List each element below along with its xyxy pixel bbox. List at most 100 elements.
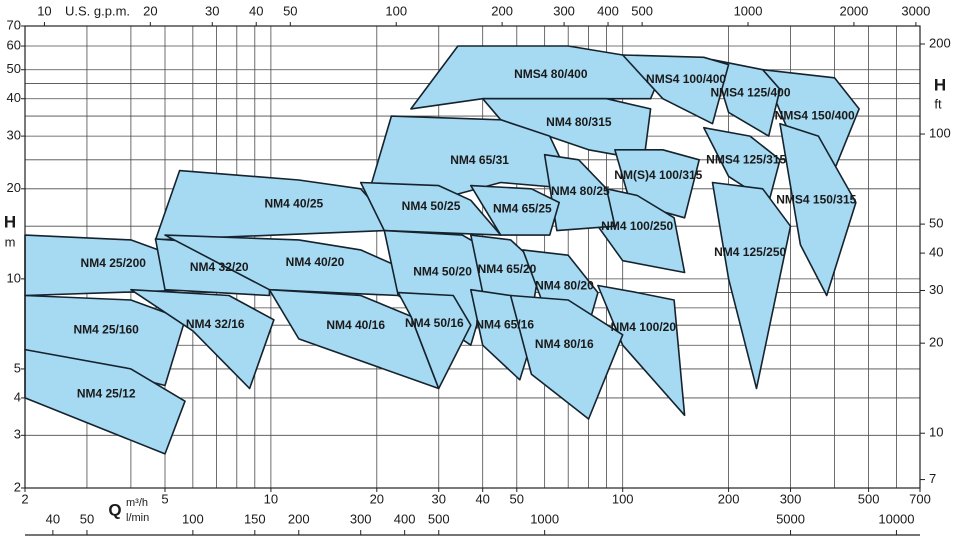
- region-label: NMS4 100/400: [646, 72, 726, 86]
- x2-tick-label: 5000: [776, 511, 805, 526]
- y-tick-label: 40: [7, 90, 21, 105]
- y2-tick-label: 10: [929, 425, 943, 440]
- x2-tick-label: 100: [182, 511, 204, 526]
- axes: 2 5 10 20 30 40 50 100 200 300 500 700 2 3 4 5 10 20 30 40 5…: [7, 3, 951, 535]
- y-tick-label: 30: [7, 128, 21, 143]
- region-label: NMS4 125/400: [710, 86, 790, 100]
- y-tick-label: 5: [14, 360, 21, 375]
- y-tick-label: 60: [7, 37, 21, 52]
- top-tick-label: 400: [597, 3, 619, 18]
- x2-tick-label: 40: [46, 511, 60, 526]
- region-label: NMS4 125/315: [706, 153, 786, 167]
- y2-tick-label: 7: [929, 471, 936, 486]
- y-tick-label: 2: [14, 479, 21, 494]
- pump-region: [711, 181, 792, 390]
- pump-region: [703, 126, 781, 204]
- region-label: NM4 80/315: [546, 115, 612, 129]
- y-tick-label: 4: [14, 389, 21, 404]
- region-label: NMS4 150/400: [775, 108, 855, 122]
- y-tick-label: 20: [7, 180, 21, 195]
- region-label: NM4 80/25: [551, 184, 610, 198]
- region-label: NM4 50/20: [413, 264, 472, 278]
- x-tick-label: 20: [370, 491, 384, 506]
- top-tick-label: 2000: [839, 3, 868, 18]
- x-tick-label: 500: [858, 491, 880, 506]
- plot-frame: [24, 25, 921, 489]
- y2-tick-label: 100: [929, 125, 951, 140]
- region-label: NM4 65/20: [478, 262, 537, 276]
- top-tick-label: 500: [631, 3, 653, 18]
- top-axis-unit: U.S. g.p.m.: [65, 3, 130, 18]
- regions: [24, 45, 860, 455]
- top-tick-label: 100: [385, 3, 407, 18]
- x2-tick-label: 150: [244, 511, 266, 526]
- x2-axis-unit: l/min: [126, 512, 149, 524]
- top-tick-label: 200: [491, 3, 513, 18]
- top-tick-label: 20: [143, 3, 157, 18]
- y2-tick-label: 200: [929, 35, 951, 50]
- top-tick-label: 30: [205, 3, 219, 18]
- top-tick-label: 50: [283, 3, 297, 18]
- top-tick-label: 10: [37, 3, 51, 18]
- pump-region: [779, 122, 857, 297]
- region-label: NM4 80/20: [535, 278, 594, 292]
- pump-region: [509, 294, 624, 420]
- region-label: NM4 65/16: [475, 317, 534, 331]
- y-tick-label: 10: [7, 270, 21, 285]
- pump-region: [621, 54, 730, 125]
- x2-tick-label: 50: [80, 511, 94, 526]
- x-tick-label: 5: [161, 491, 168, 506]
- pump-region: [470, 184, 560, 236]
- top-tick-label: 300: [553, 3, 575, 18]
- region-label: NM4 32/20: [190, 260, 249, 274]
- pump-region: [397, 291, 472, 390]
- y2-tick-label: 50: [929, 216, 943, 231]
- region-label: NM4 50/25: [402, 199, 461, 213]
- region-label: NM4 25/200: [81, 256, 147, 270]
- labels: NMS4 80/400 NM4 80/315 NM4 65/31 NMS4 150/4…: [73, 67, 856, 401]
- top-tick-label: 1000: [734, 3, 763, 18]
- x-tick-label: 2: [21, 491, 28, 506]
- y2-tick-label: 20: [929, 335, 943, 350]
- y2-axis-unit: ft: [934, 96, 942, 111]
- y-tick-label: 70: [7, 17, 21, 32]
- y2-tick-label: 40: [929, 245, 943, 260]
- region-label: NM4 40/20: [286, 255, 345, 269]
- x-tick-label: 30: [432, 491, 446, 506]
- y-tick-label: 50: [7, 61, 21, 76]
- x-axis-unit: m³/h: [126, 497, 148, 509]
- pump-region: [359, 181, 502, 236]
- x2-tick-label: 500: [428, 511, 450, 526]
- x2-tick-label: 200: [288, 511, 310, 526]
- region-label: NMS4 80/400: [514, 67, 588, 81]
- pump-region: [130, 288, 275, 390]
- region-label: NM4 25/160: [73, 322, 139, 336]
- x2-tick-label: 400: [394, 511, 416, 526]
- region-label: NM4 50/16: [405, 316, 464, 330]
- x2-tick-label: 300: [350, 511, 372, 526]
- top-tick-label: 3000: [901, 3, 930, 18]
- region-label: NM4 80/16: [535, 337, 594, 351]
- region-label: NM(S)4 100/315: [614, 168, 702, 182]
- x-tick-label: 200: [718, 491, 740, 506]
- top-tick-label: 40: [249, 3, 263, 18]
- region-label: NM4 32/16: [186, 317, 245, 331]
- region-label: NM4 40/25: [264, 196, 323, 210]
- y-axis-label: H: [4, 212, 16, 231]
- x-tick-label: 40: [475, 491, 489, 506]
- y-tick-label: 3: [14, 427, 21, 442]
- y2-tick-label: 30: [929, 282, 943, 297]
- y2-axis-label: H: [934, 75, 946, 94]
- y-axis-unit: m: [5, 234, 16, 249]
- x2-tick-label: 10000: [878, 511, 914, 526]
- x-tick-label: 10: [264, 491, 278, 506]
- region-label: NM4 125/250: [714, 245, 786, 259]
- x-tick-label: 700: [909, 491, 931, 506]
- x-tick-label: 300: [780, 491, 802, 506]
- region-label: NM4 65/25: [493, 202, 552, 216]
- x-axis-label: Q: [108, 500, 121, 519]
- region-label: NM4 100/20: [611, 320, 677, 334]
- region-label: NM4 100/250: [601, 219, 673, 233]
- region-label: NM4 40/16: [326, 318, 385, 332]
